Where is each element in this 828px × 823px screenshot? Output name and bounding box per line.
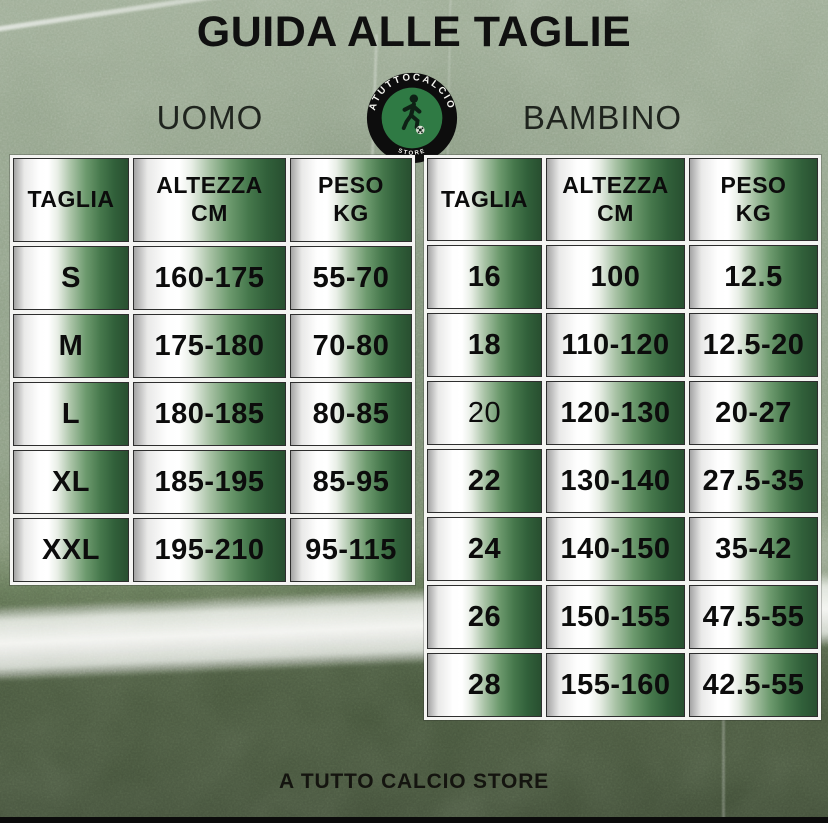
data-cell: 24	[427, 517, 542, 581]
data-cell: 185-195	[133, 450, 286, 514]
bottom-black-bar	[0, 817, 828, 823]
data-cell: 85-95	[290, 450, 412, 514]
data-cell: 35-42	[689, 517, 818, 581]
data-cell: 16	[427, 245, 542, 309]
data-cell: 155-160	[546, 653, 685, 717]
data-cell: 27.5-35	[689, 449, 818, 513]
header-cell: ALTEZZA CM	[133, 158, 286, 242]
data-cell: M	[13, 314, 129, 378]
data-cell: 18	[427, 313, 542, 377]
data-cell: 22	[427, 449, 542, 513]
uomo-size-table: TAGLIA ALTEZZA CM PESO KG S 160-175 55-70 M 175-1…	[10, 155, 415, 585]
data-cell: 130-140	[546, 449, 685, 513]
data-cell: 55-70	[290, 246, 412, 310]
header-cell: TAGLIA	[427, 158, 542, 241]
section-label-uomo: UOMO	[156, 99, 264, 136]
data-cell: 20	[427, 381, 542, 445]
svg-text:STORE: STORE	[397, 148, 426, 157]
soccer-ball-icon	[416, 125, 425, 135]
bambino-size-table: TAGLIA ALTEZZA CM PESO KG 16 100 12.5 18 110-120 1…	[424, 155, 821, 720]
header-cell: ALTEZZA CM	[546, 158, 685, 241]
data-cell: 180-185	[133, 382, 286, 446]
data-cell: 150-155	[546, 585, 685, 649]
page-title: GUIDA ALLE TAGLIE	[196, 8, 632, 56]
data-cell: XXL	[13, 518, 129, 582]
data-cell: 28	[427, 653, 542, 717]
data-cell: 12.5-20	[689, 313, 818, 377]
store-logo: ATUTTOCALCIO STORE	[366, 72, 458, 164]
data-cell: S	[13, 246, 129, 310]
footer-store-name: A TUTTO CALCIO STORE	[279, 770, 549, 793]
data-cell: 95-115	[290, 518, 412, 582]
data-cell: 12.5	[689, 245, 818, 309]
data-cell: 100	[546, 245, 685, 309]
data-cell: 26	[427, 585, 542, 649]
soccer-player-icon	[401, 94, 425, 135]
data-cell: XL	[13, 450, 129, 514]
data-cell: L	[13, 382, 129, 446]
data-cell: 160-175	[133, 246, 286, 310]
logo-store-text: STORE	[397, 148, 425, 157]
data-cell: 195-210	[133, 518, 286, 582]
header-cell: PESO KG	[290, 158, 412, 242]
data-cell: 140-150	[546, 517, 685, 581]
data-cell: 110-120	[546, 313, 685, 377]
data-cell: 20-27	[689, 381, 818, 445]
data-cell: 120-130	[546, 381, 685, 445]
header-cell: TAGLIA	[13, 158, 129, 242]
data-cell: 47.5-55	[689, 585, 818, 649]
data-cell: 42.5-55	[689, 653, 818, 717]
data-cell: 70-80	[290, 314, 412, 378]
header-cell: PESO KG	[689, 158, 818, 241]
section-label-bambino: BAMBINO	[522, 99, 683, 136]
data-cell: 175-180	[133, 314, 286, 378]
data-cell: 80-85	[290, 382, 412, 446]
